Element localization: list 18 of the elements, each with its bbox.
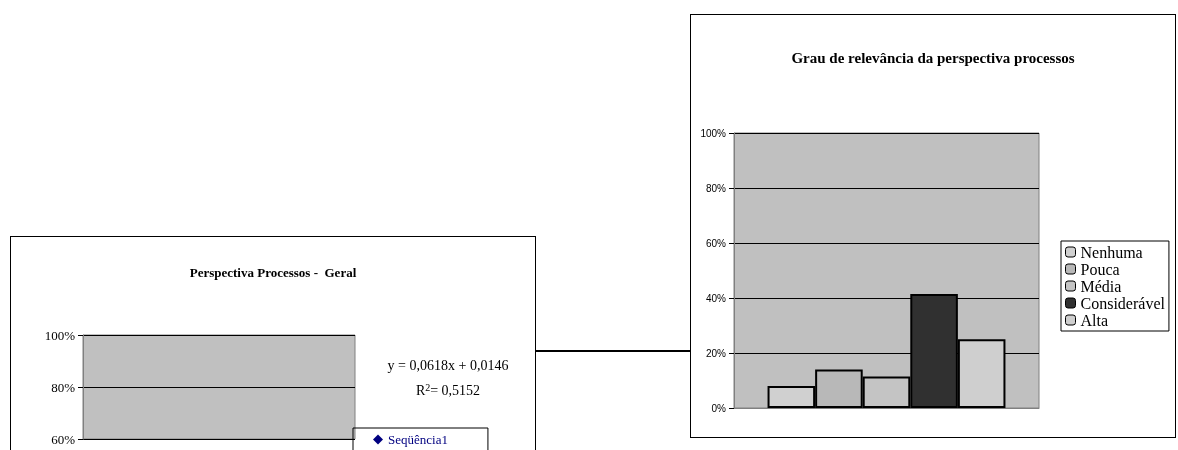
y-tick-label: 100% [700,127,727,139]
y-tick-label: 0% [711,402,727,414]
legend-label: Nenhuma [1080,243,1143,261]
category-label: 100% [44,327,75,343]
y-tick-label: 20% [705,347,727,359]
text: Perspectiva Processos - Geral [189,265,357,280]
legend-label: Considerável [1080,294,1166,312]
chart-title: Grau de relevância da perspectiva processos [791,49,1075,66]
y-tick-label: 80% [705,182,727,194]
legend-label: Alta [1080,311,1109,329]
legend-label: Pouca [1080,260,1120,278]
y-tick-label: 60% [705,237,727,249]
text: y = 0,0618x + 0,0146 [387,357,509,373]
legend-label: Média [1080,277,1122,295]
category-label: 80% [51,379,75,395]
y-tick-label: 40% [705,292,727,304]
category-label: 60% [51,431,75,447]
legend-label: Seqüência1 [388,432,448,447]
